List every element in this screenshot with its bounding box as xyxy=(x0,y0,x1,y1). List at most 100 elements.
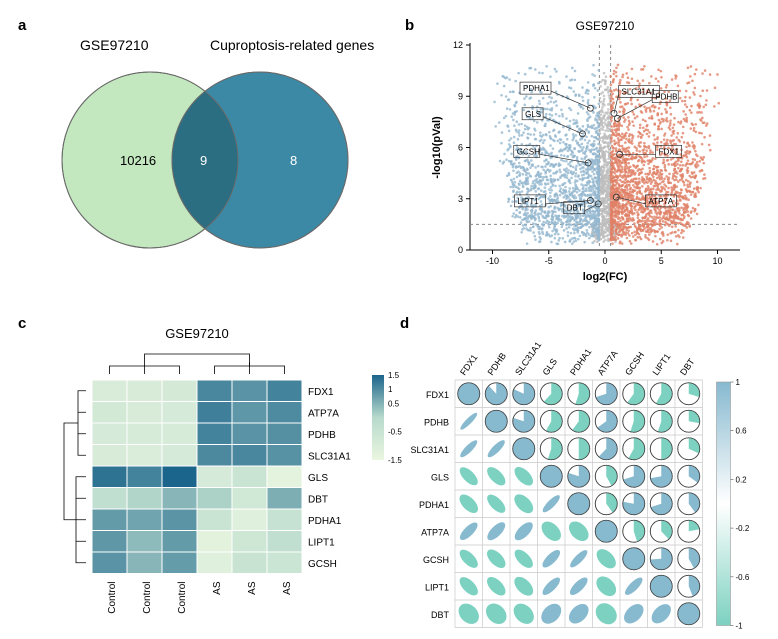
corr-ellipse xyxy=(484,464,509,489)
volcano-gene-PDHA1: PDHA1 xyxy=(523,84,550,93)
corr-row-DBT: DBT xyxy=(431,610,450,620)
corr-ellipse xyxy=(459,411,479,431)
corr-col-GCSH: GCSH xyxy=(623,350,646,377)
venn-right-count: 8 xyxy=(290,153,297,168)
corr-row-LIPT1: LIPT1 xyxy=(425,582,449,592)
heatmap-col: AS xyxy=(247,581,258,595)
heatmap-col: Control xyxy=(107,582,118,614)
heatmap-cell xyxy=(232,445,267,467)
svg-text:0.2: 0.2 xyxy=(736,475,748,484)
heatmap-cell xyxy=(162,509,197,531)
heatmap-col: AS xyxy=(282,581,293,595)
heatmap-cell xyxy=(232,402,267,424)
corr-ellipse xyxy=(620,600,647,627)
svg-text:-0.2: -0.2 xyxy=(736,524,750,533)
corr-col-PDHA1: PDHA1 xyxy=(568,347,593,377)
corr-ellipse xyxy=(510,600,538,628)
corr-ellipse xyxy=(454,599,483,628)
corr-ellipse xyxy=(456,491,481,516)
heatmap-cell xyxy=(232,552,267,574)
corr-row-SLC31A1: SLC31A1 xyxy=(410,445,449,455)
corr-ellipse xyxy=(565,518,592,545)
svg-text:-0.6: -0.6 xyxy=(736,573,750,582)
heatmap-col: Control xyxy=(177,582,188,614)
corr-ellipse xyxy=(540,493,562,515)
heatmap-cell xyxy=(162,445,197,467)
heatmap: GSE97210FDX1ATP7APDHBSLC31A1GLSDBTPDHA1L… xyxy=(64,326,402,614)
panel-d-label: d xyxy=(400,315,409,332)
heatmap-cell xyxy=(162,466,197,488)
corr-ellipse xyxy=(457,464,481,488)
panel-b-label: b xyxy=(405,17,414,34)
heatmap-cell xyxy=(267,466,302,488)
heatmap-cell xyxy=(92,380,127,402)
heatmap-row-LIPT1: LIPT1 xyxy=(308,538,335,549)
svg-text:-1.5: -1.5 xyxy=(388,456,402,465)
svg-text:5: 5 xyxy=(659,256,664,266)
heatmap-row-PDHA1: PDHA1 xyxy=(308,516,342,527)
heatmap-cell xyxy=(267,423,302,445)
heatmap-cell xyxy=(162,488,197,510)
volcano-xlabel: log2(FC) xyxy=(583,271,628,283)
heatmap-cell xyxy=(127,445,162,467)
corr-ellipse xyxy=(484,519,508,543)
corr-row-GCSH: GCSH xyxy=(423,555,449,565)
corr-ellipse xyxy=(457,547,481,571)
corr-ellipse xyxy=(538,518,565,545)
heatmap-cell xyxy=(267,402,302,424)
corr-colorbar xyxy=(717,382,731,626)
volcano-gene-GCSH: GCSH xyxy=(517,147,540,156)
heatmap-row-PDHB: PDHB xyxy=(308,430,336,441)
heatmap-cell xyxy=(162,552,197,574)
corr-ellipse xyxy=(456,574,481,599)
heatmap-cell xyxy=(127,466,162,488)
corr-col-SLC31A1: SLC31A1 xyxy=(513,340,543,377)
corr-col-ATP7A: ATP7A xyxy=(596,349,620,378)
heatmap-cell xyxy=(267,380,302,402)
heatmap-cell xyxy=(267,445,302,467)
heatmap-cell xyxy=(92,531,127,553)
venn-overlap-count: 9 xyxy=(200,153,207,168)
corr-col-PDHB: PDHB xyxy=(486,351,509,377)
heatmap-cell xyxy=(197,531,232,553)
corr-ellipse xyxy=(482,599,511,628)
heatmap-cell xyxy=(267,509,302,531)
heatmap-title: GSE97210 xyxy=(165,326,229,341)
svg-text:9: 9 xyxy=(458,91,463,101)
heatmap-cell xyxy=(162,402,197,424)
corr-ellipse xyxy=(511,491,537,517)
heatmap-cell xyxy=(127,509,162,531)
volcano-plot: GSE97210-10-50510036912PDHA1SLC31A1PDHBG… xyxy=(431,19,740,283)
panel-a-label: a xyxy=(18,17,27,34)
heatmap-row-GCSH: GCSH xyxy=(308,559,337,570)
volcano-gene-SLC31A1: SLC31A1 xyxy=(622,88,657,97)
volcano-gene-PDHB: PDHB xyxy=(655,93,677,102)
corr-ellipse xyxy=(484,546,509,571)
heatmap-cell xyxy=(127,402,162,424)
corr-row-ATP7A: ATP7A xyxy=(421,527,449,537)
heatmap-cell xyxy=(92,423,127,445)
heatmap-cell xyxy=(197,509,232,531)
heatmap-cell xyxy=(232,509,267,531)
heatmap-cell xyxy=(267,552,302,574)
corr-ellipse xyxy=(593,573,620,600)
venn-title-right: Cuproptosis-related genes xyxy=(210,37,374,53)
corr-row-FDX1: FDX1 xyxy=(426,390,449,400)
corr-ellipse xyxy=(511,464,536,489)
corr-col-LIPT1: LIPT1 xyxy=(651,352,673,377)
corr-ellipse xyxy=(511,573,537,599)
corr-ellipse xyxy=(568,548,590,570)
svg-text:-5: -5 xyxy=(545,256,553,266)
corr-ellipse xyxy=(565,600,592,627)
svg-text:3: 3 xyxy=(458,194,463,204)
svg-text:-1: -1 xyxy=(736,622,744,631)
heatmap-cell xyxy=(267,488,302,510)
svg-text:-10: -10 xyxy=(486,256,499,266)
heatmap-cell xyxy=(127,380,162,402)
corr-ellipse xyxy=(591,599,621,629)
heatmap-cell xyxy=(92,509,127,531)
corr-ellipse xyxy=(512,519,536,543)
heatmap-cell xyxy=(92,402,127,424)
corr-ellipse xyxy=(484,574,509,599)
heatmap-cell xyxy=(127,552,162,574)
